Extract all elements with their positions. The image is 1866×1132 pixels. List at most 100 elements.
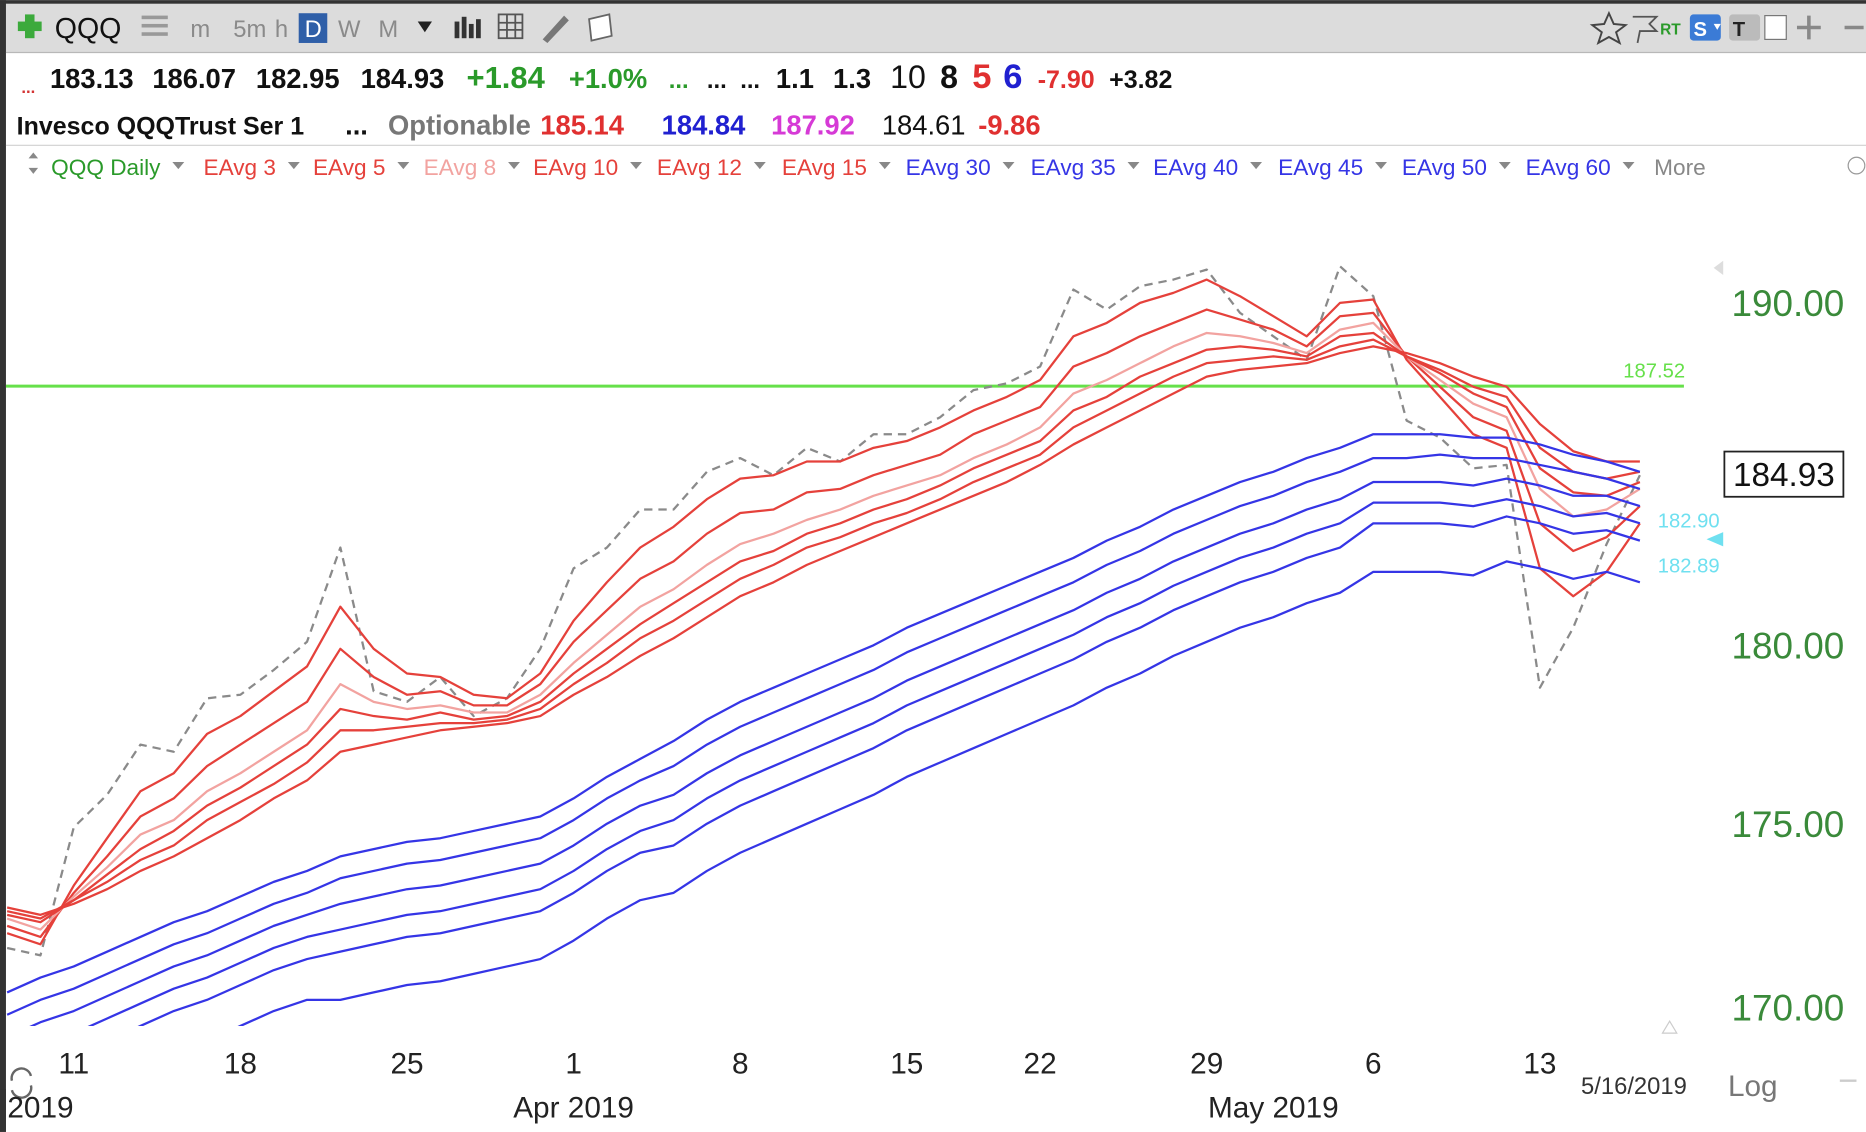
y-tick-label: 175.00 xyxy=(1732,804,1845,845)
legend-entry[interactable]: EAvg 10 xyxy=(533,155,618,180)
legend-dropdown[interactable] xyxy=(753,161,766,170)
series-line xyxy=(87,498,1641,1026)
settings-icon[interactable] xyxy=(1847,156,1866,175)
month-label: May 2019 xyxy=(1208,1092,1339,1125)
x-tick-label: 13 xyxy=(1523,1048,1556,1081)
legend-dropdown[interactable] xyxy=(1002,161,1015,170)
legend-entry[interactable]: EAvg 15 xyxy=(782,155,867,180)
note-icon[interactable] xyxy=(588,13,613,42)
legend-dropdown[interactable] xyxy=(397,161,410,170)
x-tick-label: 1 xyxy=(565,1048,582,1081)
quote-value: ... xyxy=(21,78,35,97)
legend-entry[interactable]: EAvg 40 xyxy=(1153,155,1238,180)
legend-dropdown[interactable] xyxy=(1622,161,1635,170)
quote-value: +1.84 xyxy=(467,60,546,95)
info-value: 184.84 xyxy=(662,110,746,141)
date-label: 5/16/2019 xyxy=(1581,1073,1687,1100)
pencil-icon[interactable] xyxy=(542,15,569,43)
series-line xyxy=(6,308,1641,939)
series-line xyxy=(137,515,1641,1026)
interval-button[interactable]: M xyxy=(378,16,398,43)
t-button[interactable] xyxy=(1729,14,1761,41)
x-tick-label: 8 xyxy=(732,1048,749,1081)
flag-icon[interactable] xyxy=(1632,15,1659,44)
quote-value: 6 xyxy=(1003,58,1022,96)
legend-dropdown[interactable] xyxy=(1127,161,1140,170)
move-icon[interactable] xyxy=(1796,15,1821,40)
x-tick-label: 6 xyxy=(1365,1048,1382,1081)
x-tick-label: 29 xyxy=(1190,1048,1223,1081)
star-icon[interactable] xyxy=(1589,10,1629,45)
legend-dropdown[interactable] xyxy=(172,161,185,170)
scroll-marker xyxy=(1661,1020,1678,1034)
quote-value: 182.95 xyxy=(256,63,340,94)
info-value: 187.92 xyxy=(771,110,855,141)
legend-entry[interactable]: EAvg 8 xyxy=(424,155,497,180)
info-value: 184.61 xyxy=(882,110,966,141)
legend-entry[interactable]: EAvg 3 xyxy=(203,155,275,180)
interval-button[interactable]: m xyxy=(190,16,210,43)
series-line xyxy=(6,338,1641,920)
rt-label[interactable]: RT xyxy=(1660,22,1681,39)
s-button[interactable] xyxy=(1689,14,1721,41)
quote-value: +1.0% xyxy=(569,63,647,94)
legend-dropdown[interactable] xyxy=(1375,161,1387,170)
scroll-marker xyxy=(1713,260,1724,276)
x-tick-label: 22 xyxy=(1024,1048,1057,1081)
interval-button[interactable]: D xyxy=(305,16,322,43)
legend-entry[interactable]: EAvg 30 xyxy=(906,155,991,180)
quote-value: 1.3 xyxy=(833,63,871,94)
legend-dropdown[interactable] xyxy=(878,161,891,170)
quote-value: ... xyxy=(707,67,727,94)
drag-handle[interactable] xyxy=(28,152,39,174)
legend-dropdown[interactable] xyxy=(1498,161,1511,170)
info-value: 185.14 xyxy=(540,110,624,141)
scale-label[interactable]: Log xyxy=(1728,1070,1778,1103)
save-icon[interactable] xyxy=(1764,15,1787,40)
list-icon[interactable] xyxy=(141,15,168,36)
dropdown-arrow[interactable] xyxy=(417,21,432,33)
side-label: 182.89 xyxy=(1658,556,1720,578)
interval-button[interactable]: W xyxy=(338,16,361,43)
legend-entry[interactable]: EAvg 35 xyxy=(1031,155,1116,180)
y-tick-label: 170.00 xyxy=(1732,987,1845,1028)
quote-value: 8 xyxy=(940,59,958,95)
quote-value: +3.82 xyxy=(1109,66,1172,94)
x-tick-label: 15 xyxy=(890,1048,923,1081)
symbol[interactable]: QQQ xyxy=(55,13,122,45)
series-line xyxy=(6,433,1641,994)
x-tick-label: 11 xyxy=(58,1048,89,1081)
legend-dropdown[interactable] xyxy=(508,161,520,170)
series-line xyxy=(6,321,1641,931)
interval-button[interactable]: h xyxy=(275,16,288,43)
legend-more[interactable]: More xyxy=(1654,155,1706,180)
bars-icon[interactable] xyxy=(454,16,481,39)
month-label: 2019 xyxy=(7,1092,73,1125)
x-tick-label: 18 xyxy=(224,1048,257,1081)
info-value: ... xyxy=(345,110,368,141)
info-value: Optionable xyxy=(388,110,531,141)
legend-entry[interactable]: QQQ Daily xyxy=(51,155,161,180)
legend-dropdown[interactable] xyxy=(630,161,643,170)
legend-entry[interactable]: EAvg 12 xyxy=(657,155,742,180)
quote-value: ... xyxy=(740,67,760,94)
legend-entry[interactable]: EAvg 50 xyxy=(1402,155,1487,180)
add-icon[interactable] xyxy=(17,14,42,39)
plot-area xyxy=(5,265,1684,1026)
y-tick-label: 190.00 xyxy=(1732,283,1845,324)
quote-value: ... xyxy=(669,67,689,94)
legend-dropdown[interactable] xyxy=(287,161,300,170)
legend-entry[interactable]: EAvg 45 xyxy=(1278,155,1363,180)
last-price-box xyxy=(1723,450,1845,498)
legend-entry[interactable]: EAvg 5 xyxy=(313,155,385,180)
legend-entry[interactable]: EAvg 60 xyxy=(1526,155,1611,180)
axis-cover xyxy=(0,1089,6,1132)
quote-value: 186.07 xyxy=(152,63,236,94)
interval-button[interactable]: 5m xyxy=(233,16,266,43)
quote-value: -7.90 xyxy=(1038,66,1095,94)
refresh-icon[interactable] xyxy=(10,1067,33,1099)
legend-dropdown[interactable] xyxy=(1250,161,1263,170)
level-label: 187.52 xyxy=(1623,361,1685,383)
grid-icon[interactable] xyxy=(497,13,524,40)
